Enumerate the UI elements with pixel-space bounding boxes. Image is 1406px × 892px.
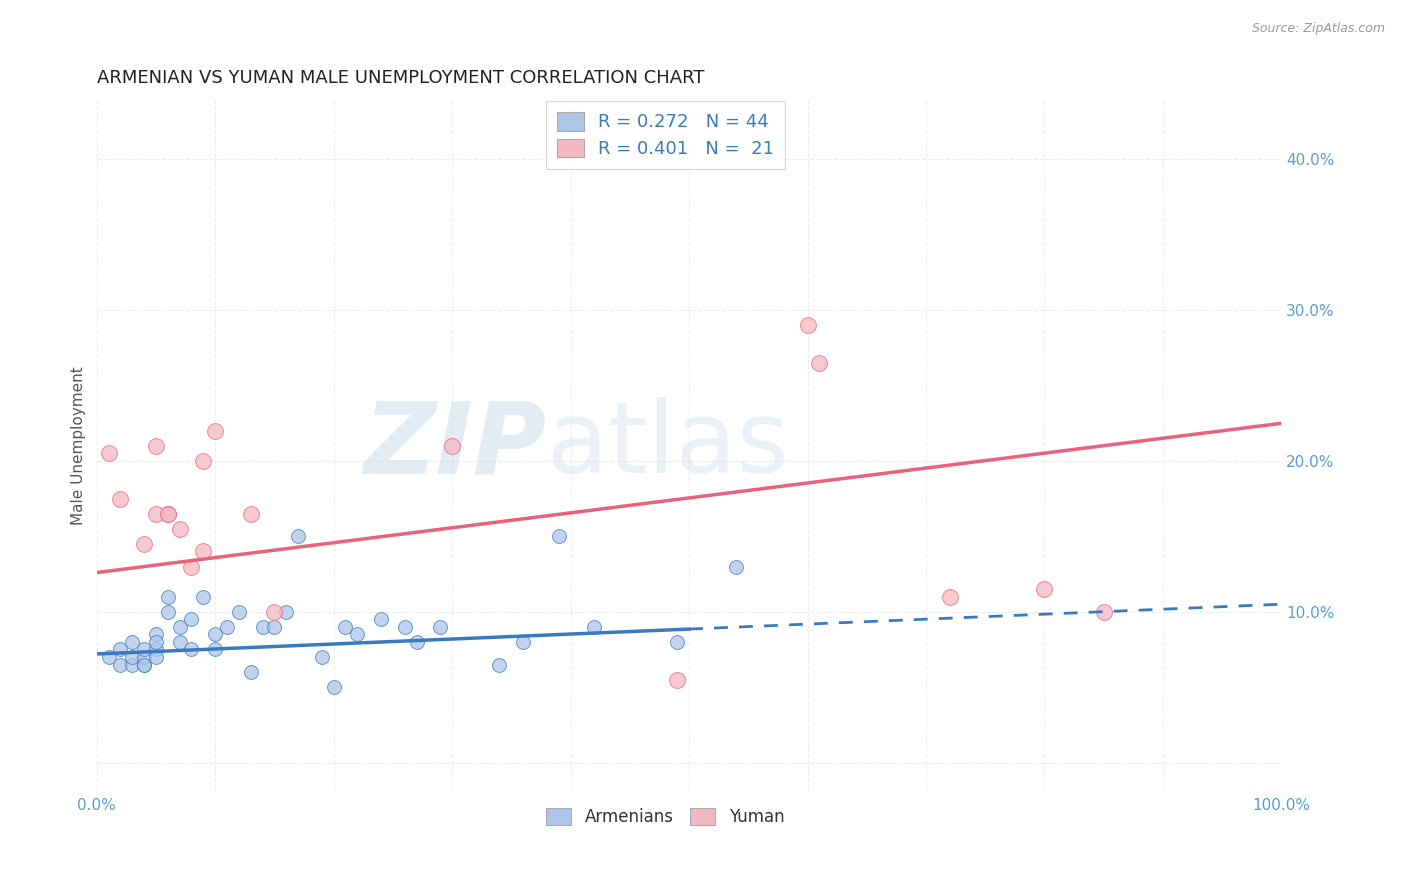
Point (121, 650, 143, 665)
Point (335, 620, 357, 634)
Point (132, 537, 155, 551)
Point (145, 439, 167, 453)
Point (132, 642, 155, 657)
Point (512, 635, 534, 649)
Point (808, 356, 831, 370)
Point (169, 635, 191, 649)
Text: Source: ZipAtlas.com: Source: ZipAtlas.com (1251, 22, 1385, 36)
Point (132, 657, 155, 672)
Point (145, 507, 167, 521)
Point (97, 446, 120, 460)
Point (488, 657, 510, 672)
Point (156, 590, 179, 604)
Point (204, 642, 226, 657)
Point (666, 673, 689, 687)
Point (346, 627, 368, 641)
Point (796, 318, 818, 333)
Text: ARMENIAN VS YUMAN MALE UNEMPLOYMENT CORRELATION CHART: ARMENIAN VS YUMAN MALE UNEMPLOYMENT CORR… (97, 69, 704, 87)
Point (405, 635, 427, 649)
Point (1033, 582, 1056, 596)
Point (156, 507, 179, 521)
Text: ZIP: ZIP (364, 398, 547, 494)
Legend: Armenians, Yuman: Armenians, Yuman (540, 801, 792, 833)
Point (145, 627, 167, 641)
Point (938, 590, 960, 604)
Point (1092, 605, 1115, 619)
Point (156, 507, 179, 521)
Point (322, 680, 344, 694)
Point (547, 529, 569, 543)
Point (193, 454, 215, 468)
Point (169, 522, 191, 536)
Point (110, 642, 132, 657)
Point (145, 650, 167, 665)
Point (121, 635, 143, 649)
Text: atlas: atlas (547, 398, 789, 494)
Point (287, 529, 309, 543)
Point (156, 605, 179, 619)
Point (145, 642, 167, 657)
Point (215, 620, 238, 634)
Point (276, 605, 298, 619)
Point (180, 612, 202, 626)
Point (169, 620, 191, 634)
Point (263, 620, 285, 634)
Point (239, 507, 262, 521)
Point (193, 590, 215, 604)
Point (666, 635, 689, 649)
Point (97, 650, 120, 665)
Point (370, 612, 392, 626)
Point (132, 657, 155, 672)
Point (429, 620, 451, 634)
Point (132, 650, 155, 665)
Point (263, 605, 285, 619)
Point (121, 657, 143, 672)
Point (583, 620, 606, 634)
Point (394, 620, 416, 634)
Point (252, 620, 274, 634)
Point (110, 491, 132, 506)
Point (204, 627, 226, 641)
Point (180, 559, 202, 574)
Point (228, 605, 250, 619)
Point (180, 642, 202, 657)
Y-axis label: Male Unemployment: Male Unemployment (72, 367, 86, 525)
Point (204, 424, 226, 438)
Point (193, 544, 215, 558)
Point (311, 650, 333, 665)
Point (110, 657, 132, 672)
Point (725, 559, 748, 574)
Point (239, 665, 262, 679)
Point (441, 439, 464, 453)
Point (145, 635, 167, 649)
